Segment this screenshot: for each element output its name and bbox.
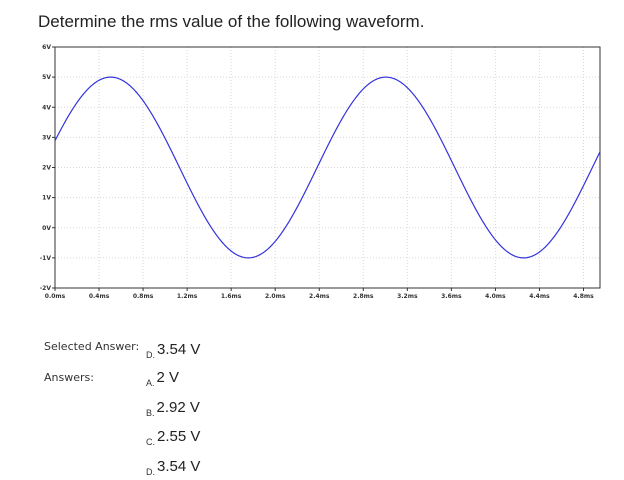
answer-option-c: C. 2.55 V bbox=[146, 421, 201, 447]
y-tick-label: 1V bbox=[42, 195, 51, 202]
x-tick-label: 3.2ms bbox=[397, 293, 418, 300]
y-tick-label: 6V bbox=[42, 44, 51, 51]
answer-letter: A. bbox=[146, 378, 155, 388]
waveform-line bbox=[54, 76, 601, 259]
x-tick-label: 1.6ms bbox=[221, 293, 242, 300]
y-tick-label: 2V bbox=[42, 165, 51, 172]
answer-value: 2.55 V bbox=[157, 428, 201, 445]
selected-answer-label: Selected Answer: bbox=[44, 340, 140, 353]
x-tick-label: 4.0ms bbox=[485, 293, 506, 300]
x-tick-label: 2.8ms bbox=[353, 293, 374, 300]
answer-value: 3.54 V bbox=[157, 458, 201, 475]
question-text: Determine the rms value of the following… bbox=[38, 12, 425, 31]
x-tick-label: 4.8ms bbox=[573, 293, 594, 300]
selected-answer: D. 3.54 V bbox=[146, 334, 201, 360]
answer-value: 2.92 V bbox=[156, 399, 200, 416]
selected-answer-value: 3.54 V bbox=[157, 341, 201, 358]
answer-option-a: A. 2 V bbox=[146, 362, 180, 388]
chart-grid bbox=[54, 46, 600, 289]
y-axis-ticks: 6V 5V 4V 3V 2V 1V 0V -1V -2V bbox=[40, 44, 55, 292]
waveform-chart: 6V 5V 4V 3V 2V 1V 0V -1V -2V 0.0ms 0.4ms 0.8ms 1.2m… bbox=[40, 44, 601, 300]
y-tick-label: 0V bbox=[42, 225, 51, 232]
answer-letter: C. bbox=[146, 437, 155, 447]
x-tick-label: 4.4ms bbox=[529, 293, 550, 300]
y-tick-label: 3V bbox=[42, 134, 51, 141]
x-tick-label: 0.4ms bbox=[89, 293, 110, 300]
answer-letter: D. bbox=[146, 467, 155, 477]
answer-option-d: D. 3.54 V bbox=[146, 451, 201, 477]
x-tick-label: 3.6ms bbox=[441, 293, 462, 300]
x-tick-label: 2.4ms bbox=[309, 293, 330, 300]
x-tick-label: 0.0ms bbox=[45, 293, 66, 300]
y-tick-label: 5V bbox=[42, 74, 51, 81]
y-tick-label: 4V bbox=[42, 104, 51, 111]
x-tick-label: 0.8ms bbox=[133, 293, 154, 300]
answer-value: 2 V bbox=[156, 369, 180, 386]
x-tick-label: 1.2ms bbox=[177, 293, 198, 300]
x-axis-ticks: 0.0ms 0.4ms 0.8ms 1.2ms 1.6ms 2.0ms 2.4ms 2.8ms… bbox=[45, 288, 594, 300]
x-tick-label: 2.0ms bbox=[265, 293, 286, 300]
selected-answer-letter: D. bbox=[146, 350, 155, 360]
y-tick-label: -2V bbox=[40, 285, 52, 292]
answers-label: Answers: bbox=[44, 371, 94, 384]
y-tick-label: -1V bbox=[40, 255, 52, 262]
answer-option-b: B. 2.92 V bbox=[146, 392, 200, 418]
answer-letter: B. bbox=[146, 408, 155, 418]
